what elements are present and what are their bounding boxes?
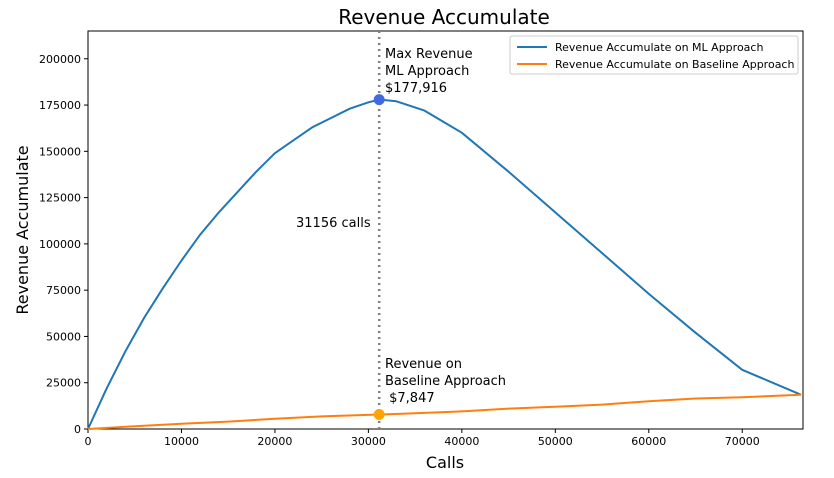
max-annotation-line1: Max Revenue	[385, 47, 473, 62]
x-tick-label: 50000	[538, 435, 573, 448]
y-tick-label: 25000	[46, 377, 81, 390]
series-layer	[87, 98, 802, 430]
y-tick-label: 175000	[39, 99, 81, 112]
baseline-annotation: Revenue on Baseline Approach $7,847	[385, 357, 506, 406]
plot-frame	[87, 30, 804, 430]
y-tick-label: 200000	[39, 53, 81, 66]
y-tick-label: 125000	[39, 192, 81, 205]
marker-layer	[373, 94, 385, 420]
y-tick-label: 75000	[46, 284, 81, 297]
y-axis: 0 25000 50000 75000 100000 125000 150000 175000…	[39, 53, 88, 436]
x-tick-label: 0	[85, 435, 92, 448]
x-tick-label: 10000	[164, 435, 199, 448]
y-tick-label: 50000	[46, 330, 81, 343]
series-line-baseline	[87, 393, 802, 430]
max-ml-marker	[373, 94, 385, 106]
baseline-annotation-line3: $7,847	[385, 391, 435, 406]
x-tick-label: 40000	[444, 435, 479, 448]
max-annotation: Max Revenue ML Approach $177,916	[385, 47, 473, 96]
max-annotation-line3: $177,916	[385, 81, 447, 96]
y-tick-label: 150000	[39, 145, 81, 158]
legend: Revenue Accumulate on ML Approach Revenu…	[509, 35, 799, 75]
calls-annotation: 31156 calls	[296, 216, 371, 231]
legend-box	[509, 35, 799, 75]
x-axis-title: Calls	[426, 453, 464, 472]
x-tick-label: 70000	[725, 435, 760, 448]
baseline-annotation-line1: Revenue on	[385, 357, 462, 372]
y-axis-title: Revenue Accumulate	[13, 145, 32, 314]
baseline-annotation-line2: Baseline Approach	[385, 374, 506, 389]
x-tick-label: 60000	[631, 435, 666, 448]
x-axis: 0 10000 20000 30000 40000 50000 60000 70000	[85, 429, 760, 448]
legend-label-baseline: Revenue Accumulate on Baseline Approach	[555, 58, 794, 71]
max-annotation-line2: ML Approach	[385, 64, 469, 79]
series-line-ml	[87, 98, 802, 430]
y-tick-label: 100000	[39, 238, 81, 251]
x-tick-label: 30000	[351, 435, 386, 448]
y-tick-label: 0	[74, 423, 81, 436]
chart-title: Revenue Accumulate	[338, 5, 550, 29]
legend-label-ml: Revenue Accumulate on ML Approach	[555, 41, 763, 54]
baseline-marker	[373, 408, 385, 420]
plot-area	[87, 30, 804, 430]
x-tick-label: 20000	[257, 435, 292, 448]
